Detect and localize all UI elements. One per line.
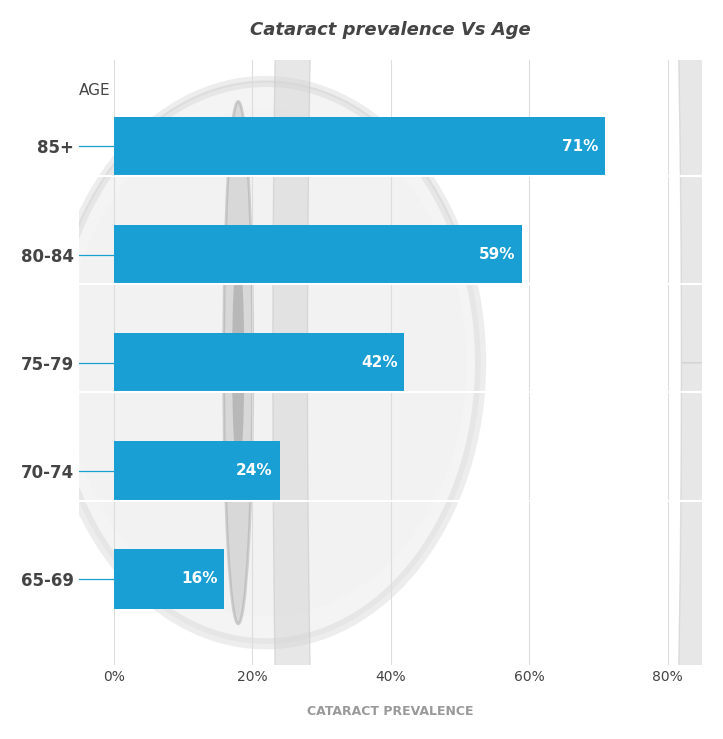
Polygon shape [273, 0, 716, 739]
Ellipse shape [223, 101, 253, 624]
Bar [114, 225, 522, 285]
Text: 24%: 24% [236, 463, 273, 478]
Ellipse shape [51, 81, 481, 644]
Text: 42%: 42% [361, 355, 398, 370]
Bar [114, 117, 605, 176]
Bar [114, 441, 280, 500]
Ellipse shape [232, 255, 244, 471]
Text: 16%: 16% [181, 571, 218, 587]
Text: AGE: AGE [79, 83, 111, 98]
Title: Cataract prevalence Vs Age: Cataract prevalence Vs Age [250, 21, 531, 39]
Text: 59%: 59% [479, 247, 515, 262]
Bar [114, 549, 224, 609]
Text: 71%: 71% [562, 139, 599, 154]
Bar [114, 333, 404, 392]
X-axis label: CATARACT PREVALENCE: CATARACT PREVALENCE [307, 705, 474, 718]
Ellipse shape [65, 109, 467, 617]
